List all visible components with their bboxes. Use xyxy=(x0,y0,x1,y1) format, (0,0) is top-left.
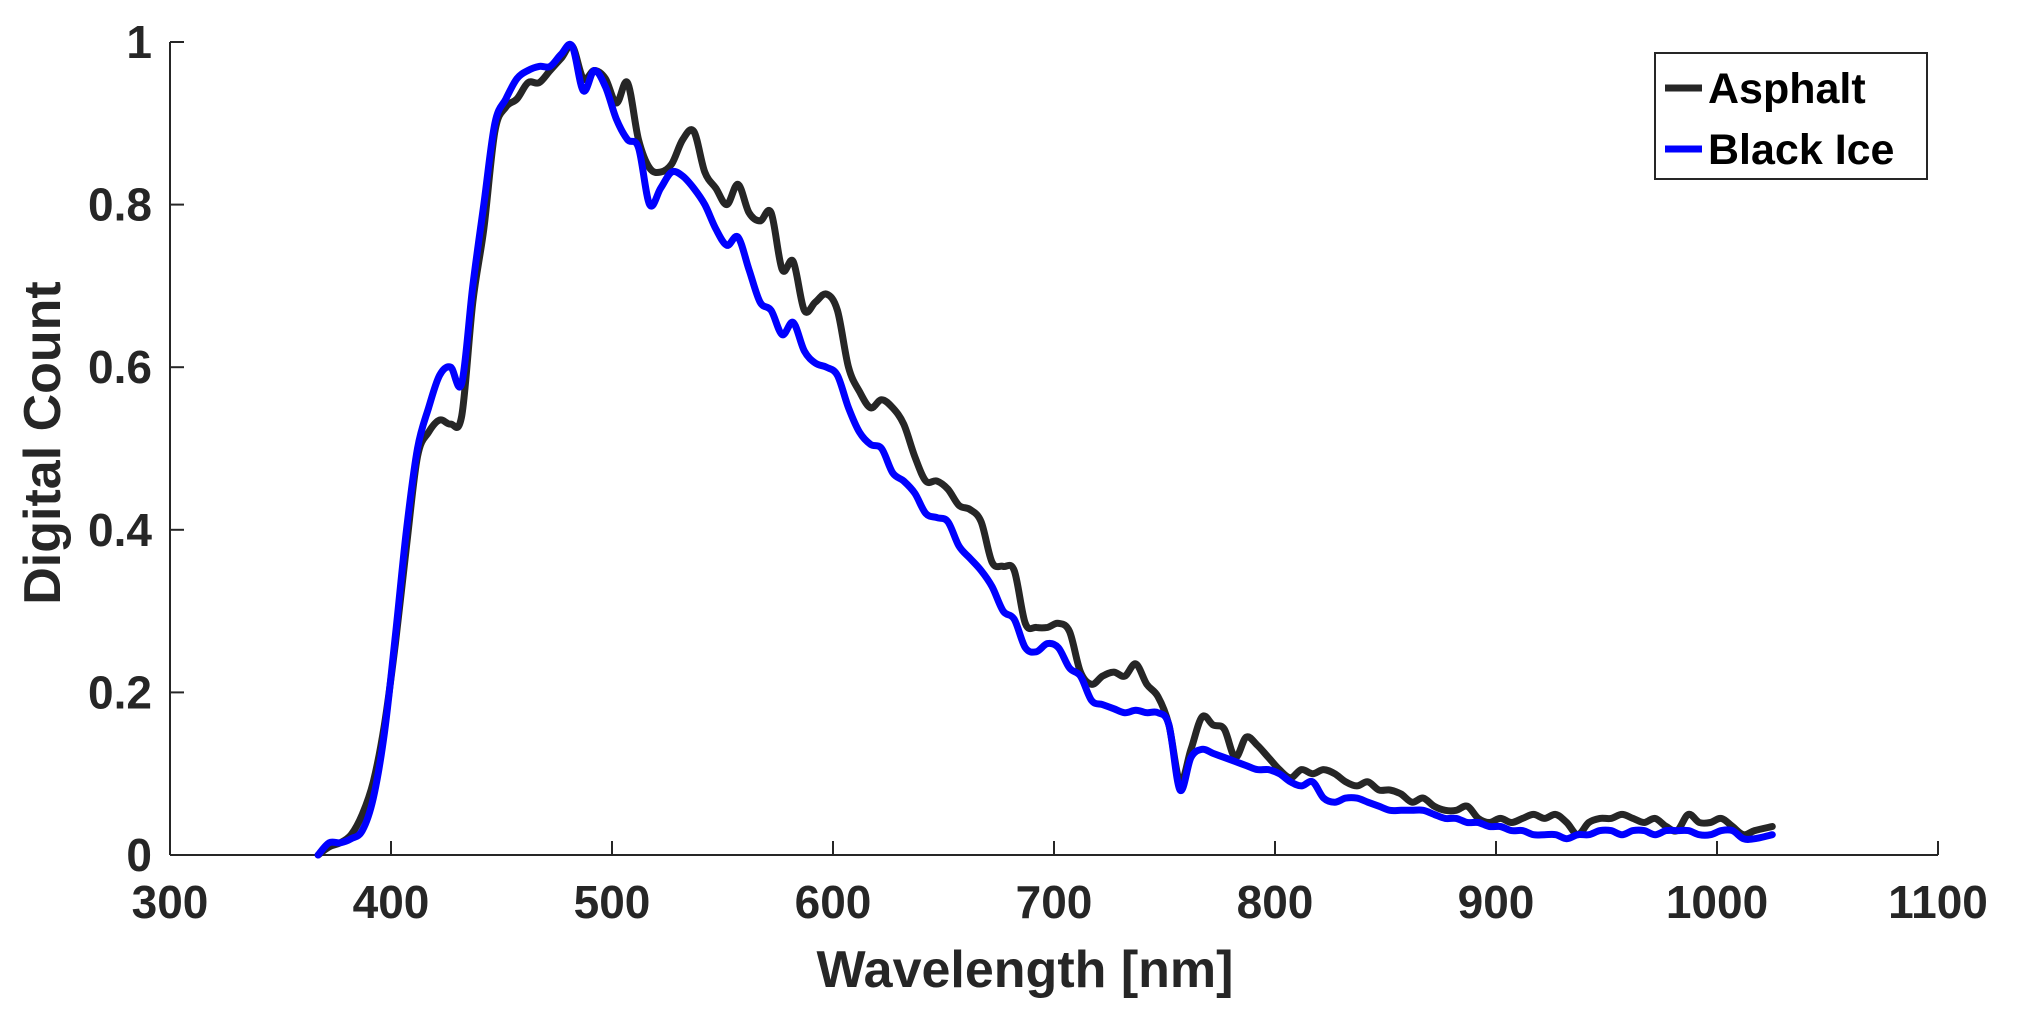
x-tick-label: 1000 xyxy=(1666,876,1768,928)
x-tick-label: 300 xyxy=(132,876,209,928)
y-tick-label: 0 xyxy=(126,829,152,881)
y-tick-label: 1 xyxy=(126,16,152,68)
series-line-asphalt xyxy=(314,41,1776,859)
x-axis-title: Wavelength [nm] xyxy=(817,941,1234,999)
x-tick-label: 900 xyxy=(1458,876,1535,928)
legend-label-black-ice: Black Ice xyxy=(1708,126,1894,174)
axes: 300 400 500 600 700 800 900 1000 1100 0 0.2 0.4 0.6 0… xyxy=(88,16,1988,928)
y-tick-label: 0.4 xyxy=(88,504,152,556)
x-tick-label: 400 xyxy=(353,876,430,928)
legend: Asphalt Black Ice xyxy=(1654,52,1928,180)
legend-box xyxy=(1654,52,1928,180)
legend-label-asphalt: Asphalt xyxy=(1708,65,1866,113)
x-tick-label: 700 xyxy=(1016,876,1093,928)
x-tick-label: 600 xyxy=(795,876,872,928)
series-line-black-ice xyxy=(314,40,1776,859)
x-tick-label: 500 xyxy=(574,876,651,928)
series-group xyxy=(314,40,1776,859)
x-tick-label: 800 xyxy=(1237,876,1314,928)
y-axis-title: Digital Count xyxy=(14,281,72,605)
x-tick-label: 1100 xyxy=(1888,876,1988,928)
y-tick-label: 0.8 xyxy=(88,179,152,231)
y-tick-label: 0.2 xyxy=(88,666,152,718)
y-tick-label: 0.6 xyxy=(88,341,152,393)
